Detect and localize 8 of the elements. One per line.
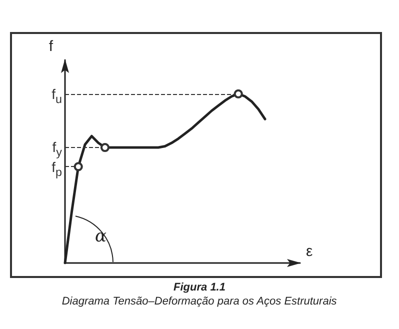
text: Figura 1.1 bbox=[174, 282, 226, 294]
ref-line-label: f$_{y}$ bbox=[52, 138, 62, 160]
annotation: α bbox=[95, 226, 107, 246]
ref-line-label: f$_{u}$ bbox=[52, 84, 62, 106]
x-axis-title: ε bbox=[306, 243, 313, 260]
text: Diagrama Tensão–Deformação para os Aços Estruturais bbox=[62, 296, 338, 308]
ref-line-label: f$_{p}$ bbox=[52, 158, 62, 178]
y-axis-title: f bbox=[48, 38, 54, 55]
